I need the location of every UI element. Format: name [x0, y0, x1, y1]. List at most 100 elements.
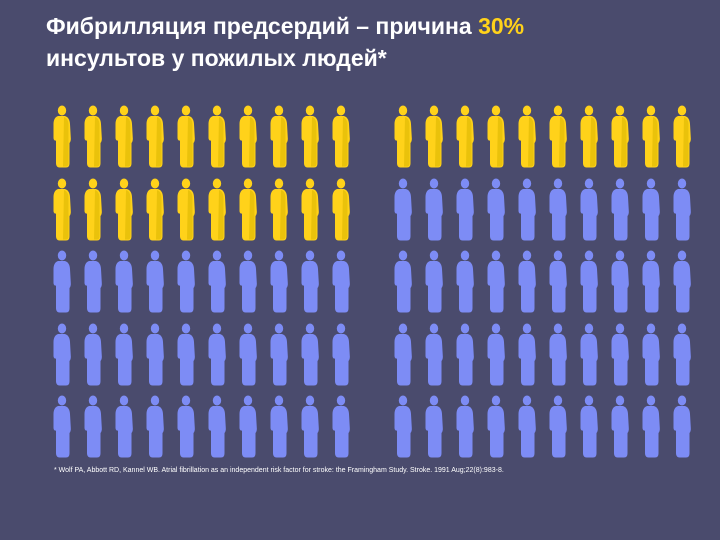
person-icon-affected — [293, 105, 324, 178]
person-icon-unaffected — [448, 250, 479, 323]
person-icon-unaffected — [262, 395, 293, 468]
person-icon-unaffected — [169, 250, 200, 323]
person-icon-unaffected — [324, 395, 355, 468]
person-icon-unaffected — [386, 178, 417, 251]
person-icon-unaffected — [572, 323, 603, 396]
person-icon-affected — [324, 105, 355, 178]
person-icon-affected — [448, 105, 479, 178]
person-icon-unaffected — [324, 250, 355, 323]
person-icon-unaffected — [386, 250, 417, 323]
person-icon-affected — [231, 178, 262, 251]
person-icon-affected — [200, 105, 231, 178]
person-icon-unaffected — [603, 323, 634, 396]
person-icon-unaffected — [200, 250, 231, 323]
person-icon-unaffected — [293, 250, 324, 323]
person-icon-unaffected — [386, 323, 417, 396]
person-icon-unaffected — [45, 395, 76, 468]
person-icon-unaffected — [665, 323, 696, 396]
person-icon-affected — [293, 178, 324, 251]
person-icon-unaffected — [138, 250, 169, 323]
person-icon-unaffected — [231, 250, 262, 323]
person-icon-affected — [262, 105, 293, 178]
person-icon-unaffected — [541, 395, 572, 468]
person-icon-unaffected — [386, 395, 417, 468]
person-icon-unaffected — [107, 250, 138, 323]
person-icon-unaffected — [200, 323, 231, 396]
person-icon-unaffected — [200, 395, 231, 468]
person-icon-affected — [107, 178, 138, 251]
person-icon-affected — [169, 178, 200, 251]
person-icon-unaffected — [541, 323, 572, 396]
title-line1-text: Фибрилляция предсердий – причина — [46, 13, 479, 39]
person-icon-affected — [45, 105, 76, 178]
person-icon-unaffected — [603, 395, 634, 468]
person-icon-unaffected — [541, 178, 572, 251]
person-icon-unaffected — [76, 250, 107, 323]
person-icon-unaffected — [572, 178, 603, 251]
person-icon-affected — [634, 105, 665, 178]
person-icon-affected — [510, 105, 541, 178]
person-icon-affected — [45, 178, 76, 251]
person-icon-unaffected — [293, 395, 324, 468]
person-icon-affected — [138, 178, 169, 251]
person-icon-unaffected — [665, 178, 696, 251]
person-icon-unaffected — [417, 250, 448, 323]
person-icon-unaffected — [231, 323, 262, 396]
title-highlight-percent: 30% — [478, 13, 525, 39]
person-icon-unaffected — [479, 323, 510, 396]
person-icon-unaffected — [76, 323, 107, 396]
person-icon-unaffected — [572, 395, 603, 468]
person-icon-unaffected — [293, 323, 324, 396]
person-icon-affected — [138, 105, 169, 178]
person-icon-unaffected — [510, 178, 541, 251]
person-icon-unaffected — [417, 395, 448, 468]
person-icon-unaffected — [417, 323, 448, 396]
person-icon-unaffected — [138, 323, 169, 396]
person-icon-unaffected — [169, 395, 200, 468]
person-icon-affected — [665, 105, 696, 178]
person-icon-unaffected — [45, 250, 76, 323]
person-icon-unaffected — [479, 178, 510, 251]
person-icon-unaffected — [262, 250, 293, 323]
people-grid-right — [386, 105, 696, 468]
person-icon-unaffected — [510, 323, 541, 396]
person-icon-unaffected — [417, 178, 448, 251]
person-icon-affected — [603, 105, 634, 178]
person-icon-unaffected — [448, 178, 479, 251]
person-icon-affected — [169, 105, 200, 178]
people-grid-left — [45, 105, 355, 468]
person-icon-unaffected — [107, 323, 138, 396]
person-icon-unaffected — [231, 395, 262, 468]
person-icon-unaffected — [603, 250, 634, 323]
person-icon-affected — [572, 105, 603, 178]
person-icon-affected — [200, 178, 231, 251]
person-icon-unaffected — [262, 323, 293, 396]
person-icon-unaffected — [510, 250, 541, 323]
person-icon-unaffected — [479, 395, 510, 468]
footnote-citation: * Wolf PA, Abbott RD, Kannel WB. Atrial … — [54, 467, 504, 474]
person-icon-affected — [386, 105, 417, 178]
person-icon-unaffected — [45, 323, 76, 396]
person-icon-unaffected — [479, 250, 510, 323]
person-icon-affected — [231, 105, 262, 178]
person-icon-affected — [107, 105, 138, 178]
person-icon-unaffected — [510, 395, 541, 468]
person-icon-unaffected — [541, 250, 572, 323]
person-icon-unaffected — [324, 323, 355, 396]
person-icon-unaffected — [634, 323, 665, 396]
person-icon-unaffected — [665, 395, 696, 468]
person-icon-affected — [417, 105, 448, 178]
person-icon-unaffected — [634, 395, 665, 468]
person-icon-affected — [262, 178, 293, 251]
slide-title: Фибрилляция предсердий – причина 30% инсу… — [46, 10, 686, 74]
person-icon-unaffected — [76, 395, 107, 468]
person-icon-unaffected — [603, 178, 634, 251]
person-icon-affected — [541, 105, 572, 178]
person-icon-unaffected — [169, 323, 200, 396]
person-icon-affected — [324, 178, 355, 251]
person-icon-unaffected — [665, 250, 696, 323]
person-icon-unaffected — [107, 395, 138, 468]
person-icon-unaffected — [448, 323, 479, 396]
person-icon-unaffected — [448, 395, 479, 468]
person-icon-unaffected — [572, 250, 603, 323]
